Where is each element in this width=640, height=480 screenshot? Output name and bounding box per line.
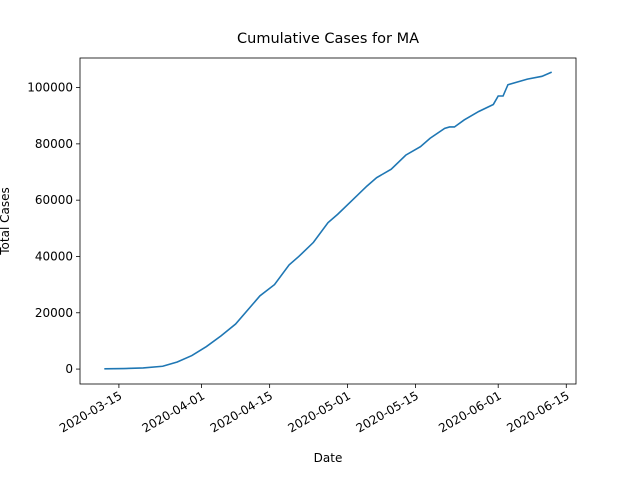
y-tick-label: 60000: [35, 193, 73, 207]
x-tick-label: 2020-03-15: [57, 388, 124, 435]
chart-title: Cumulative Cases for MA: [237, 31, 419, 47]
x-axis-label: Date: [314, 451, 343, 465]
y-tick-label: 20000: [35, 306, 73, 320]
x-tick-label: 2020-06-01: [436, 388, 503, 435]
x-tick-label: 2020-06-15: [504, 388, 571, 435]
y-tick-label: 40000: [35, 249, 73, 263]
y-tick-label: 80000: [35, 137, 73, 151]
y-axis-label: Total Cases: [0, 187, 12, 255]
y-tick-label: 0: [65, 362, 73, 376]
x-tick-label: 2020-05-01: [286, 388, 353, 435]
data-line: [104, 71, 553, 370]
y-tick-label: 100000: [27, 81, 73, 95]
x-tick-label: 2020-04-15: [208, 388, 275, 435]
x-tick-label: 2020-04-01: [140, 388, 207, 435]
x-tick-label: 2020-05-15: [354, 388, 421, 435]
plot-frame: [79, 57, 577, 385]
